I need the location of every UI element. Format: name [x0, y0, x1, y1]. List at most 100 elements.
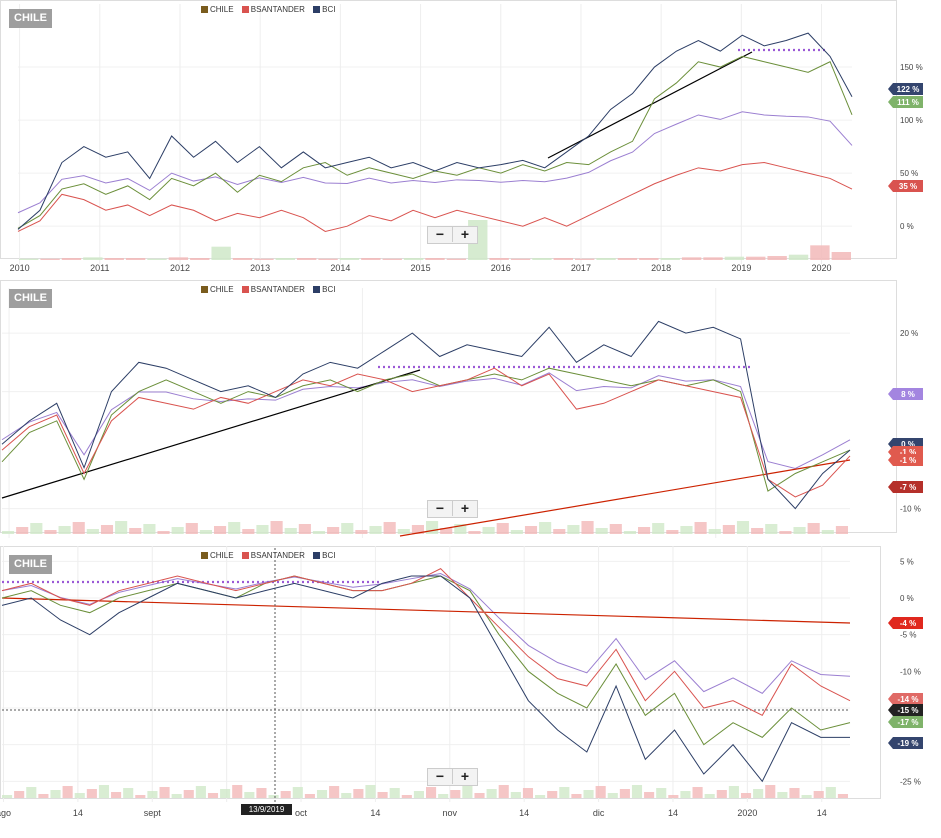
end-value-badge-shape: [888, 481, 923, 493]
zoom-in-button[interactable]: +: [460, 226, 470, 242]
volume-bar: [104, 258, 124, 260]
series-line-bsantander: [17, 162, 853, 233]
volume-bar: [450, 790, 461, 798]
volume-bar: [369, 526, 382, 534]
trend-line-red: [399, 459, 851, 537]
volume-bar: [753, 789, 764, 798]
x-tick-label: 2015: [411, 263, 431, 273]
volume-bar: [389, 788, 400, 798]
chart-1-zoom-control: − +: [427, 226, 478, 244]
legend-bci-swatch: [313, 552, 321, 559]
end-value-badge: -15 %: [888, 704, 923, 716]
series-line-bci: [1, 320, 851, 510]
crosshair-date-label: 13/9/2019: [241, 804, 292, 815]
y-tick-label: 0 %: [900, 222, 914, 231]
volume-bar: [183, 790, 194, 798]
volume-bar: [411, 525, 424, 534]
x-tick-label: nov: [443, 808, 458, 818]
volume-bar: [639, 258, 659, 260]
legend-chile[interactable]: CHILE: [201, 285, 234, 294]
volume-bar: [353, 789, 364, 798]
volume-bar: [256, 788, 267, 798]
end-value-badge: -1 %: [888, 454, 923, 466]
legend-santander[interactable]: BSANTANDER: [241, 5, 305, 14]
volume-bar: [810, 245, 830, 260]
volume-bar: [638, 527, 651, 534]
end-value-badge-shape: [888, 737, 923, 749]
volume-bar: [270, 521, 283, 534]
legend-chile[interactable]: CHILE: [201, 551, 234, 560]
volume-bar: [595, 786, 606, 798]
legend-bci[interactable]: BCI: [313, 285, 335, 294]
volume-bar: [813, 791, 824, 798]
legend-chile-label: CHILE: [210, 285, 234, 294]
zoom-out-button[interactable]: −: [428, 501, 453, 516]
zoom-in-button[interactable]: +: [460, 500, 470, 516]
volume-bar: [329, 786, 340, 798]
volume-bar: [292, 787, 303, 798]
end-value-badge-text: -14 %: [898, 695, 919, 704]
chart-1-svg[interactable]: 150 % 100 % 50 % 0 % 2010 2011 2012 2013 2014 201…: [0, 0, 941, 276]
x-tick-label: 2018: [651, 263, 671, 273]
chart-3-svg[interactable]: 5 %0 %-5 %-10 %-15 %-20 %-25 %ago14septo…: [0, 546, 941, 838]
volume-bar: [171, 527, 184, 534]
trend-line-black: [1, 369, 421, 499]
volume-bar: [355, 530, 368, 534]
volume-bar: [736, 521, 750, 534]
x-tick-label: sept: [144, 808, 162, 818]
y-tick-label: -10 %: [900, 667, 921, 676]
y-tick-label: -5 %: [900, 631, 916, 640]
volume-bar: [553, 529, 566, 534]
legend-bci-label: BCI: [322, 5, 336, 14]
volume-bar: [211, 246, 231, 260]
volume-bar: [318, 258, 338, 260]
x-tick-label: 2014: [330, 263, 350, 273]
volume-bar: [147, 791, 158, 798]
end-value-badge: -7 %: [888, 481, 923, 493]
legend-chile[interactable]: CHILE: [201, 5, 234, 14]
volume-bar: [16, 527, 29, 534]
volume-bar: [740, 793, 752, 798]
legend-chile-label: CHILE: [210, 551, 234, 560]
legend-bci[interactable]: BCI: [313, 5, 335, 14]
end-value-badge-text: 0 %: [901, 440, 915, 449]
volume-bar: [377, 792, 388, 798]
end-value-badge-text: 8 %: [901, 390, 915, 399]
volume-bar: [831, 252, 851, 260]
series-line-chile: [1, 575, 851, 746]
legend-santander-swatch: [241, 552, 249, 559]
volume-bar: [98, 785, 110, 798]
legend-bci[interactable]: BCI: [313, 551, 335, 560]
volume-bar: [316, 790, 328, 798]
volume-bar: [680, 791, 691, 798]
volume-bar: [559, 787, 570, 798]
volume-bar: [656, 788, 667, 798]
volume-bar: [207, 793, 219, 798]
zoom-out-button[interactable]: −: [428, 227, 453, 242]
y-tick-label: 5 %: [900, 557, 914, 566]
y-tick-label: -10 %: [900, 505, 921, 514]
volume-bar: [26, 787, 37, 798]
volume-bar: [765, 785, 776, 798]
legend-santander[interactable]: BSANTANDER: [241, 551, 305, 560]
zoom-in-button[interactable]: +: [460, 768, 470, 784]
series-line-bci: [17, 32, 853, 230]
volume-bar: [446, 258, 467, 260]
series-line-bsantander: [1, 367, 851, 498]
trend-line-black: [547, 51, 753, 159]
volume-bar: [284, 528, 297, 534]
volume-bar: [807, 523, 820, 534]
legend-chile-swatch: [201, 6, 208, 13]
legend-santander[interactable]: BSANTANDER: [241, 285, 305, 294]
volume-bar: [694, 522, 707, 534]
end-value-badge-shape: [888, 617, 923, 629]
volume-bar: [704, 794, 715, 798]
volume-bar: [751, 528, 764, 534]
volume-bar: [14, 791, 25, 798]
zoom-out-button[interactable]: −: [428, 769, 453, 784]
volume-bar: [19, 258, 39, 260]
chart-2-svg[interactable]: 20 %10 %-10 %8 %0 %-1 %-1 %-7 %: [0, 280, 941, 538]
volume-bar: [596, 258, 616, 260]
end-value-badge: 35 %: [888, 180, 923, 192]
volume-bar: [680, 526, 693, 534]
